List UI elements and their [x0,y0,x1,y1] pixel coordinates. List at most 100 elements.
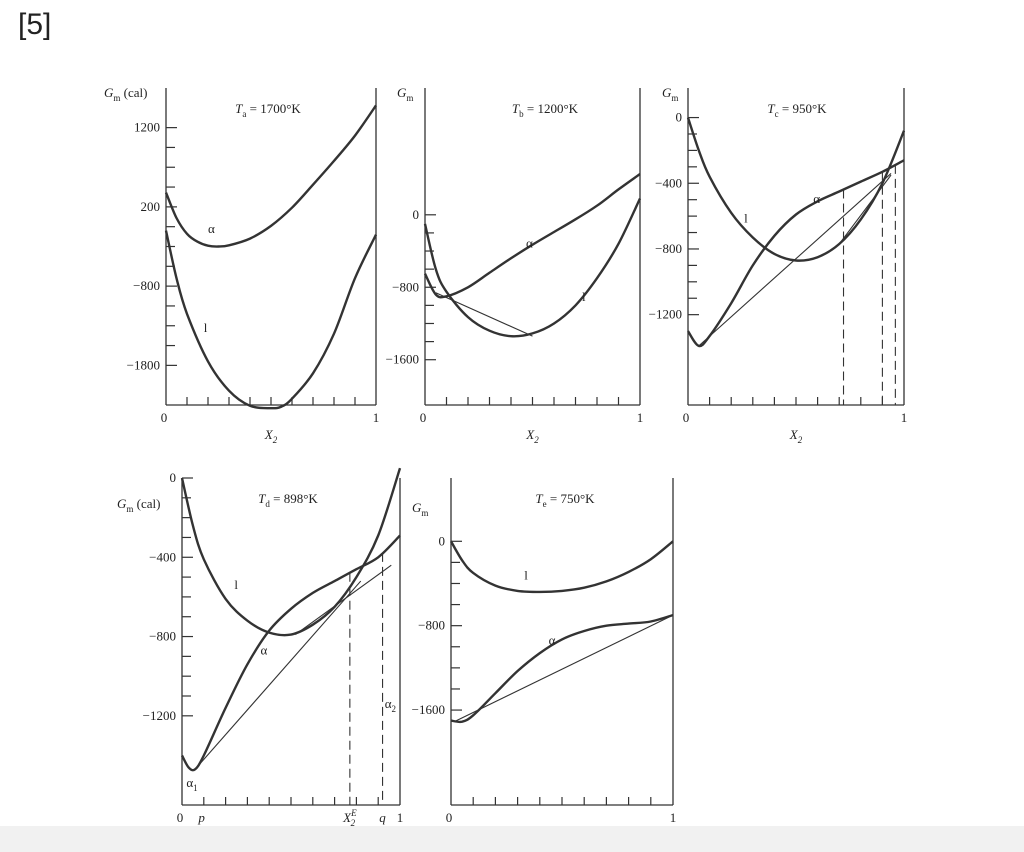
x-tick-label: 0 [177,810,184,825]
y-axis-label: Gm [662,85,678,103]
y-tick-label: −800 [655,241,682,256]
chart-title-value: = 750°K [547,491,596,506]
chart-title-sub: a [242,109,246,119]
common-tangent-line [455,614,674,722]
curve-annotation: α2 [385,696,396,714]
x-axis-label: X2 [525,427,539,445]
x-tick-label: q [379,810,386,825]
chart-panel-1: 1200 200 −800 −1800 0 1 X2 Gm (cal) Ta = 1700°K α… [104,85,379,445]
chart-title-value: = 950°K [779,101,828,116]
y-axis-label-sub: m [421,508,428,518]
y-tick-label: −1800 [127,357,160,372]
y-tick-label: 1200 [134,120,160,135]
x-tick-label: 1 [373,410,380,425]
chart-title-symbol: T [535,491,543,506]
y-tick-label: −800 [149,629,176,644]
x-tick-label: 1 [901,410,908,425]
chart-title-symbol: T [512,101,520,116]
x-axis-label-sub: 2 [798,435,803,445]
liquid-phase-curve [423,197,642,338]
chart-title-sub: b [519,109,524,119]
curve-annotation: α [260,642,267,657]
liquid-phase-curve [449,540,674,594]
curve-annotation: α [549,633,556,648]
y-tick-label: −1600 [386,352,419,367]
liquid-phase-curve [686,117,906,262]
chart-title-value: = 898°K [270,491,319,506]
chart-title-value: = 1700°K [246,101,301,116]
curve-annotation: α [526,235,533,250]
y-tick-label: −800 [133,278,160,293]
curve-annotation: l [234,577,238,592]
alpha-phase-curve [686,159,905,348]
curve-annotation: α1 [186,775,197,793]
chart-panel-4: 0−400−800−12000pXE2q1X2Gm (cal)Td = 898°… [117,467,404,845]
curve-annotation: α [813,191,820,206]
bottom-scroll-strip [0,826,1024,852]
y-axis-label: Gm (cal) [117,496,160,514]
x-axis-label: X2 [264,427,278,445]
y-tick-label: −1600 [412,702,445,717]
chart-title-value: = 1200°K [524,101,579,116]
y-axis-label-unit: (cal) [133,496,160,511]
y-tick-label: −1200 [143,708,176,723]
common-tangent-line [194,580,362,770]
x-axis-label-sub: 2 [273,435,278,445]
y-tick-label: 200 [141,199,161,214]
y-tick-label: −800 [418,618,445,633]
y-axis-label-sub: m [126,504,133,514]
x-tick-label: 0 [683,410,690,425]
y-tick-label: 0 [439,533,446,548]
chart-title: Ta = 1700°K [235,101,301,119]
curve-annotation: α [208,221,215,236]
y-tick-label: −400 [655,175,682,190]
chart-panel-3: 0 −400 −800 −1200 0 1 X2 Gm Tc = 950°K l α [649,85,908,445]
common-tangent-line [435,292,533,337]
y-tick-label: 0 [676,110,683,125]
y-axis-label-unit: (cal) [120,85,147,100]
x-axis-label-sub: 2 [534,435,539,445]
chart-title: Td = 898°K [258,491,318,509]
chart-title-sub: d [265,499,270,509]
chart-title-symbol: T [258,491,266,506]
x-tick-sub: 2 [351,818,356,828]
question-number: [5] [18,8,52,41]
chart-title: Tc = 950°K [767,101,827,119]
y-tick-label: 0 [413,207,420,222]
alpha-phase-curve [180,534,401,772]
chart-title-symbol: T [235,101,243,116]
x-tick-label: 1 [397,810,404,825]
x-tick-label: 0 [161,410,168,425]
y-axis-label-sub: m [671,93,678,103]
liquid-phase-curve [180,467,402,637]
alpha-phase-curve [450,613,674,724]
curve-annotation-sub: 2 [392,704,397,714]
x-tick-label: XE 2 [342,808,357,828]
y-axis-label: Gm [397,85,413,103]
curve-annotation: l [524,567,528,582]
curve-annotation: l [204,320,208,335]
y-axis-label: Gm [412,500,428,518]
x-tick-label: 0 [446,810,453,825]
y-tick-label: −1200 [649,307,682,322]
chart-panel-5: 0−800−160001X2GmTe = 750°Klα [412,478,677,845]
chart-title-symbol: T [767,101,775,116]
alpha-phase-curve [164,104,377,248]
common-tangent-line [295,564,392,636]
y-axis-label-sub: m [113,93,120,103]
chart-title-sub: e [543,499,547,509]
curve-annotation-sub: 1 [193,783,198,793]
chart-title-sub: c [775,109,779,119]
x-tick-label: 1 [670,810,677,825]
chart-title: Tb = 1200°K [512,101,579,119]
chart-panel-2: 0 −800 −1600 0 1 X2 Gm Tb = 1200°K α l [386,85,644,445]
x-tick-label: 1 [637,410,644,425]
chart-title: Te = 750°K [535,491,595,509]
common-tangent-line [838,174,892,245]
liquid-phase-curve [164,230,378,410]
x-tick-sup: E [350,808,357,818]
y-tick-label: 0 [170,470,177,485]
x-tick-label: 0 [420,410,427,425]
y-tick-label: −800 [392,279,419,294]
